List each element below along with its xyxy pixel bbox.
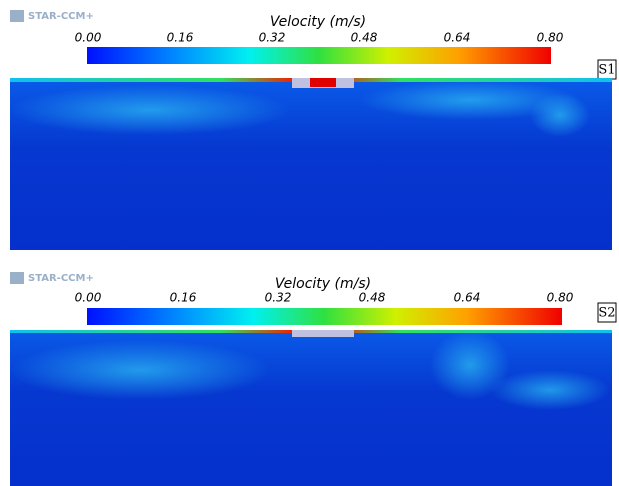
colorbar (87, 308, 562, 325)
flow-region (10, 340, 270, 400)
colorbar (87, 47, 551, 64)
flow-region (530, 93, 590, 137)
colorbar-tick: 0.00 (75, 291, 102, 305)
colorbar-tick: 0.64 (454, 291, 481, 305)
logo: STAR-CCM+ (28, 273, 94, 284)
colorbar-tick: 0.48 (351, 31, 378, 45)
colorbar-tick: 0.48 (359, 291, 386, 305)
colorbar-tick: 0.80 (547, 291, 574, 305)
colorbar-tick: 0.64 (444, 31, 471, 45)
label-box (597, 302, 617, 323)
flow-region (10, 85, 290, 135)
logo-icon (10, 272, 24, 284)
colorbar-tick: 0.32 (259, 31, 286, 45)
colorbar-tick: 0.80 (537, 31, 564, 45)
colorbar-title: Velocity (m/s) (275, 276, 371, 292)
colorbar-title: Velocity (m/s) (270, 14, 366, 30)
colorbar-tick: 0.32 (265, 291, 292, 305)
logo: STAR-CCM+ (28, 11, 94, 22)
panel: STAR-CCM+ Velocity (m/s) 0.00 0.16 0.32 … (10, 10, 617, 250)
colorbar-tick: 0.16 (167, 31, 194, 45)
colorbar-tick: 0.00 (75, 31, 102, 45)
flow-region (360, 80, 580, 120)
inlet-core (310, 78, 336, 87)
inlet (292, 330, 354, 337)
flow-region (430, 330, 510, 400)
panel: STAR-CCM+ Velocity (m/s) 0.00 0.16 0.32 … (10, 272, 617, 486)
panel-label: S2 (598, 306, 615, 321)
colorbar-tick: 0.16 (170, 291, 197, 305)
flow-region (490, 370, 610, 410)
logo-icon (10, 10, 24, 22)
panel-label: S1 (598, 63, 615, 78)
